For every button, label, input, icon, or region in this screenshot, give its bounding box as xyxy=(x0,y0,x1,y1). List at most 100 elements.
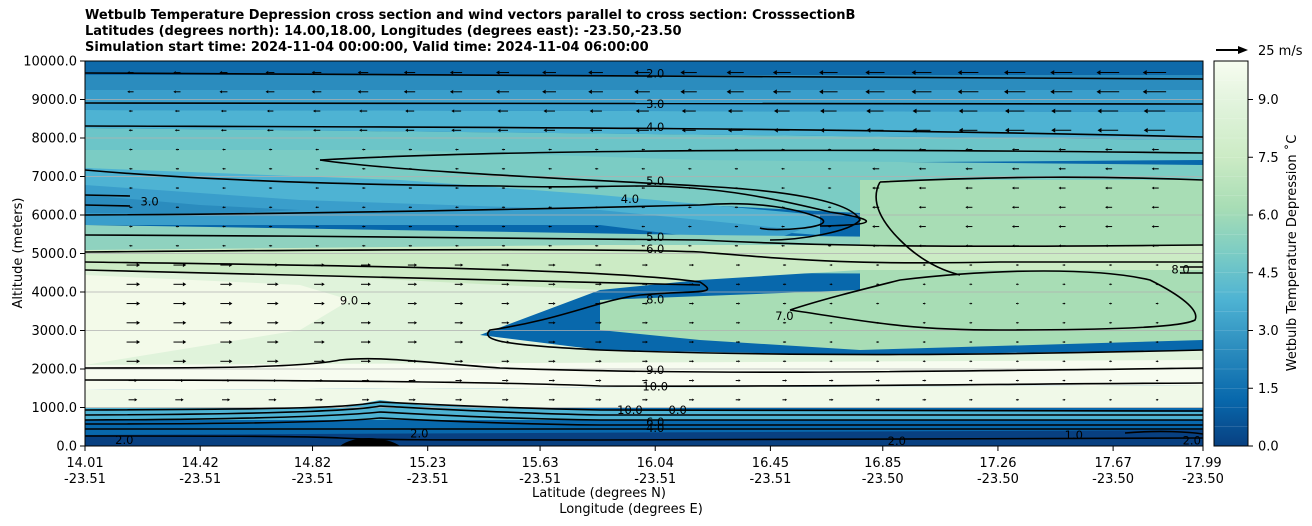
wind-arrowhead xyxy=(506,379,509,382)
contour-label: 2.0 xyxy=(410,426,428,440)
wind-arrowhead xyxy=(1157,264,1159,267)
wind-key-arrowhead xyxy=(1238,46,1248,54)
wind-arrowhead xyxy=(266,109,270,113)
wind-arrowhead xyxy=(414,301,418,306)
wind-arrowhead xyxy=(784,321,787,324)
contour-label: 2.0 xyxy=(115,433,133,447)
colorbar-tick-label: 6.0 xyxy=(1258,209,1279,224)
wind-arrowhead xyxy=(866,108,871,114)
wind-arrowhead xyxy=(220,128,224,132)
wind-arrowhead xyxy=(460,301,464,306)
wind-arrowhead xyxy=(641,167,644,170)
x-tick-label-lat: 17.67 xyxy=(1095,456,1132,471)
x-tick-label-lat: 14.82 xyxy=(294,456,331,471)
wind-arrowhead xyxy=(924,283,926,286)
y-tick-label: 4000.0 xyxy=(32,286,78,301)
wind-arrowhead xyxy=(1063,360,1066,363)
wind-arrowhead xyxy=(182,359,187,364)
wind-arrowhead xyxy=(784,263,787,267)
wind-arrowhead xyxy=(918,167,922,171)
x-axis: 14.01-23.5114.42-23.5114.82-23.5115.23-2… xyxy=(64,446,1224,487)
colorbar-frame xyxy=(1213,60,1249,447)
contour-label: 7.0 xyxy=(775,309,793,323)
wind-arrowhead xyxy=(1017,360,1020,363)
wind-arrowhead xyxy=(911,70,916,75)
contour-label: 2.0 xyxy=(1183,434,1201,448)
wind-arrowhead xyxy=(1105,205,1108,209)
contour-lines xyxy=(85,72,1203,441)
wind-arrowhead xyxy=(220,109,224,113)
wind-arrowhead xyxy=(315,206,318,209)
wind-arrowhead xyxy=(924,379,927,382)
wind-arrowhead xyxy=(496,89,500,94)
x-tick-label-lon: -23.51 xyxy=(519,472,561,487)
wind-arrowhead xyxy=(1110,379,1113,382)
wind-arrowhead xyxy=(321,301,325,306)
wind-arrowhead xyxy=(361,244,364,247)
wind-arrowhead xyxy=(1105,148,1108,152)
wind-arrowhead xyxy=(1058,225,1061,229)
wind-arrowhead xyxy=(357,90,361,94)
wind-arrowhead xyxy=(918,205,922,209)
wind-arrowhead xyxy=(460,321,464,325)
wind-arrowhead xyxy=(361,167,364,170)
colorbar-fill xyxy=(1214,61,1248,446)
wind-arrowhead xyxy=(1142,70,1147,75)
wind-arrowhead xyxy=(957,70,962,75)
wind-arrowhead xyxy=(268,186,271,190)
wind-arrowhead xyxy=(924,341,926,344)
wind-arrowhead xyxy=(645,379,648,382)
wind-arrowhead xyxy=(1097,108,1102,114)
wind-arrowhead xyxy=(459,379,463,382)
y-tick-label: 1000.0 xyxy=(32,401,78,416)
contour-label: 10.0 xyxy=(617,403,643,417)
wind-arrowhead xyxy=(136,282,141,287)
wind-arrowhead xyxy=(1143,127,1148,133)
colorbar-tick-label: 1.5 xyxy=(1258,382,1279,397)
contour-label: 4.0 xyxy=(646,120,664,134)
wind-arrowhead xyxy=(1110,264,1113,267)
contour-labels: 2.03.04.05.04.03.05.06.08.09.0 8.07.09.01… xyxy=(115,67,1201,448)
wind-arrowhead xyxy=(548,225,551,228)
wind-arrowhead xyxy=(594,167,597,170)
wind-arrowhead xyxy=(229,320,233,325)
wind-arrowhead xyxy=(174,109,177,113)
wind-arrowhead xyxy=(691,340,695,344)
wind-arrowhead xyxy=(1157,302,1159,305)
wind-arrowhead xyxy=(501,186,504,190)
x-tick-label-lon: -23.51 xyxy=(634,472,676,487)
y-axis-label: Altitude (meters) xyxy=(11,198,26,309)
wind-key: 25 m/s xyxy=(1216,44,1303,59)
wind-arrowhead xyxy=(872,225,875,229)
x-tick-label-lat: 16.45 xyxy=(752,456,789,471)
wind-arrowhead xyxy=(599,398,602,402)
wind-arrowhead xyxy=(865,70,870,75)
wind-arrowhead xyxy=(315,167,318,170)
wind-arrowhead xyxy=(594,225,597,228)
x-tick-label-lat: 17.26 xyxy=(979,456,1016,471)
wind-arrowhead xyxy=(1063,264,1066,267)
wind-arrowhead xyxy=(182,340,187,345)
wind-arrowhead xyxy=(594,148,597,151)
wind-arrowhead xyxy=(784,302,787,305)
wind-arrowhead xyxy=(275,282,279,287)
wind-arrowhead xyxy=(831,379,834,382)
wind-arrowhead xyxy=(222,244,224,247)
wind-arrowhead xyxy=(408,244,411,247)
wind-arrowhead xyxy=(134,398,138,402)
wind-arrowhead xyxy=(1151,205,1155,209)
wind-arrowhead xyxy=(368,321,371,325)
wind-arrowhead xyxy=(1142,89,1147,95)
wind-arrowhead xyxy=(965,225,968,229)
wind-arrowhead xyxy=(1058,186,1061,190)
contour-label: 3.0 xyxy=(646,97,664,111)
wind-arrowhead xyxy=(820,108,825,114)
wind-arrowhead xyxy=(599,282,602,286)
wind-arrowhead xyxy=(645,302,648,305)
wind-arrowhead xyxy=(182,320,187,325)
wind-arrowhead xyxy=(497,109,501,113)
y-tick-label: 5000.0 xyxy=(32,247,78,262)
wind-arrowhead xyxy=(691,360,695,363)
wind-arrowhead xyxy=(958,108,963,114)
wind-arrowhead xyxy=(589,128,593,133)
